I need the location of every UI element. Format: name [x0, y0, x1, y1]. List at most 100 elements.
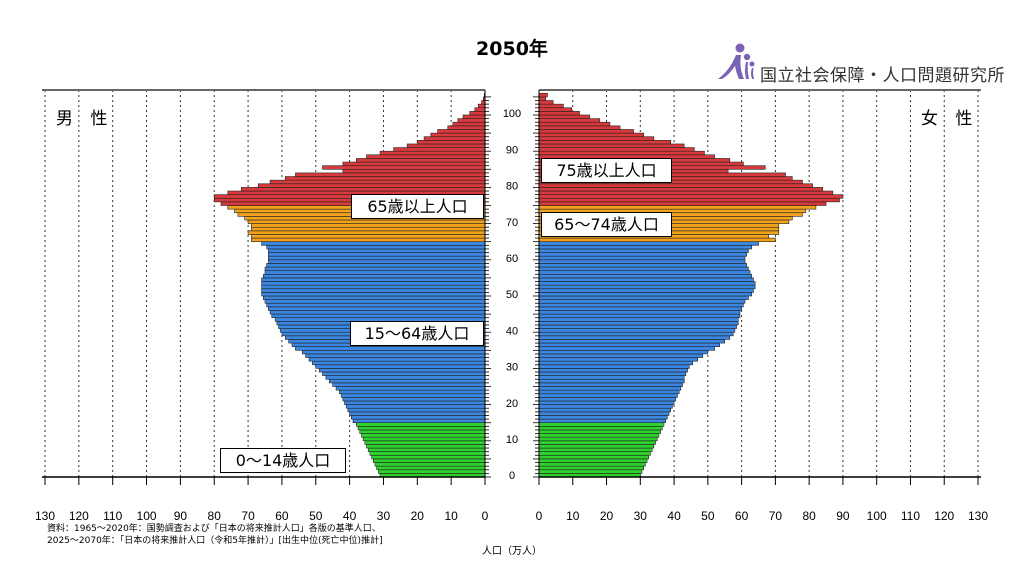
- female-bar-age-33: [538, 353, 704, 358]
- male-bar-age-99: [462, 114, 486, 119]
- x-tick-label: 100: [867, 509, 887, 523]
- male-bar-age-17: [349, 411, 486, 416]
- female-bar-age-98: [538, 118, 601, 123]
- female-bar-age-75: [538, 201, 827, 206]
- female-label: 女 性: [921, 109, 979, 129]
- male-bar-age-66: [251, 234, 486, 239]
- female-bar-age-104: [538, 96, 547, 101]
- male-bar-age-27: [325, 375, 486, 380]
- male-bar-age-3: [374, 462, 486, 467]
- male-bar-age-55: [263, 273, 486, 279]
- label-65-74: 65〜74歳人口: [541, 212, 672, 237]
- x-tick-label: 90: [836, 509, 850, 523]
- female-bar-age-44: [538, 313, 741, 319]
- male-bar-age-23: [339, 389, 486, 395]
- male-bar-age-79: [241, 187, 486, 192]
- female-bar-age-28: [538, 371, 687, 376]
- female-bar-age-8: [538, 444, 655, 449]
- x-tick-label: 90: [174, 509, 188, 523]
- x-tick-label: 60: [735, 509, 749, 523]
- female-bar-age-24: [538, 386, 682, 391]
- x-tick-label: 30: [377, 509, 391, 523]
- male-bar-age-68: [251, 226, 486, 232]
- female-bar-age-2: [538, 465, 644, 471]
- female-bar-age-45: [538, 310, 741, 315]
- age-tick-label: 60: [506, 253, 518, 265]
- male-bar-age-48: [264, 299, 486, 304]
- source-note-2: 2025〜2070年：「日本の将来推計人口（令和5年推計）」[出生中位(死亡中位…: [47, 536, 383, 546]
- male-bar-age-94: [430, 132, 486, 138]
- male-bar-age-70: [247, 219, 486, 224]
- x-tick-label: 60: [275, 509, 289, 523]
- male-bar-age-45: [269, 310, 486, 315]
- female-bar-age-20: [538, 400, 675, 405]
- x-tick-label: 120: [69, 509, 89, 523]
- male-bar-age-15: [352, 418, 486, 423]
- female-bar-age-34: [538, 349, 709, 355]
- male-bar-age-29: [318, 368, 486, 373]
- male-bar-age-9: [364, 440, 486, 445]
- x-tick-label: 80: [208, 509, 222, 523]
- female-bar-age-14: [538, 422, 665, 427]
- label-0-14: 0〜14歳人口: [220, 448, 346, 473]
- female-bar-age-32: [538, 357, 699, 362]
- male-bar-age-87: [356, 158, 486, 163]
- male-bar-age-52: [261, 284, 486, 290]
- male-bar-age-33: [305, 353, 486, 358]
- age-tick-label: 70: [506, 217, 518, 229]
- male-bar-age-25: [332, 382, 486, 387]
- female-bar-age-56: [538, 270, 751, 275]
- male-bar-age-2: [376, 465, 486, 471]
- female-bar-age-13: [538, 426, 663, 431]
- female-bar-age-97: [538, 121, 611, 127]
- female-bar-age-99: [538, 114, 590, 119]
- male-bar-age-93: [423, 136, 486, 141]
- male-bar-age-62: [268, 248, 486, 253]
- x-tick-label: 130: [35, 509, 55, 523]
- age-tick-label: 30: [506, 362, 518, 374]
- male-bar-age-46: [268, 306, 486, 311]
- x-tick-label: 40: [343, 509, 357, 523]
- female-bar-age-5: [538, 454, 650, 460]
- female-bar-age-49: [538, 295, 749, 300]
- male-bar-age-44: [271, 313, 486, 319]
- male-bar-age-50: [261, 292, 486, 297]
- age-tick-label: 40: [506, 325, 518, 337]
- male-bar-age-1: [378, 469, 486, 474]
- male-bar-age-13: [357, 426, 486, 431]
- male-bar-age-31: [312, 360, 486, 366]
- female-bar-age-21: [538, 397, 677, 402]
- female-bar-age-35: [538, 346, 715, 351]
- female-bar-age-74: [538, 205, 817, 210]
- male-label: 男 性: [56, 109, 114, 129]
- female-bar-age-31: [538, 360, 693, 366]
- female-bar-age-105: [538, 92, 548, 98]
- x-tick-label: 50: [309, 509, 323, 523]
- male-bar-age-59: [268, 259, 486, 264]
- female-bar-age-51: [538, 288, 754, 293]
- female-bar-age-57: [538, 266, 749, 271]
- logo-icon: [718, 43, 755, 79]
- x-tick-label: 120: [934, 509, 954, 523]
- x-tick-label: 70: [769, 509, 783, 523]
- female-bar-age-79: [538, 187, 823, 192]
- male-bar-age-90: [393, 147, 486, 152]
- female-bar-age-39: [538, 331, 734, 337]
- age-tick-label: 100: [503, 108, 521, 120]
- male-bar-age-91: [406, 143, 486, 148]
- male-bar-age-34: [301, 349, 486, 355]
- male-bar-age-69: [251, 223, 486, 228]
- female-bar-age-25: [538, 382, 683, 387]
- female-bar-age-17: [538, 411, 670, 416]
- female-bar-age-43: [538, 317, 739, 322]
- male-bar-age-53: [261, 281, 486, 286]
- axes: 0 0 10 10 20 20 30 30 40 40 50 50 60 60 70 70 80 80 90 90 10…: [35, 89, 988, 523]
- female-bar-age-4: [538, 458, 648, 463]
- male-bar-age-16: [351, 415, 486, 420]
- male-bar-age-11: [361, 433, 486, 438]
- female-bar-age-42: [538, 321, 739, 326]
- female-bar-age-65: [538, 237, 776, 243]
- male-bar-age-56: [264, 270, 486, 275]
- female-bar-age-27: [538, 375, 685, 380]
- male-bar-age-35: [295, 346, 486, 351]
